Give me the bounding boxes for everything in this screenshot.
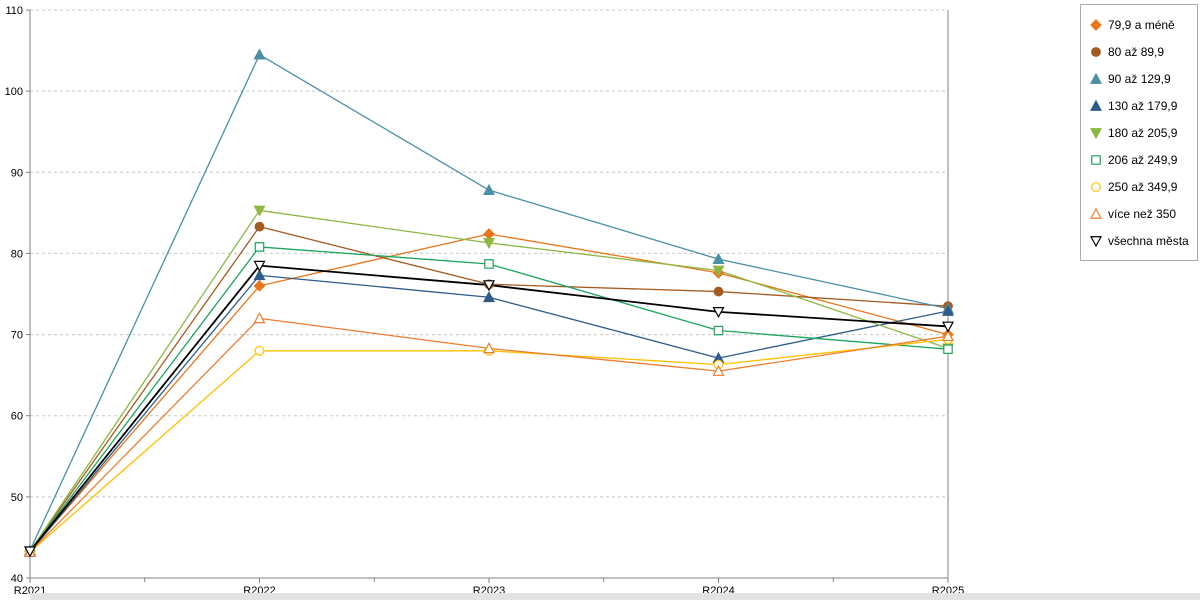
data-point-marker [713, 325, 724, 336]
data-point-marker [482, 238, 496, 250]
triangle-up-legend-icon [1089, 207, 1103, 219]
legend-label: 130 až 179,9 [1108, 98, 1178, 113]
data-point-marker [941, 329, 955, 342]
diamond-legend-icon [1090, 18, 1102, 31]
data-point-marker [1091, 154, 1101, 165]
data-point-marker [1089, 72, 1103, 84]
legend-label: 79,9 a méně [1108, 17, 1175, 32]
data-point-marker [712, 364, 725, 376]
data-point-marker [254, 345, 265, 356]
data-point-marker [1091, 46, 1101, 57]
data-point-marker [253, 205, 266, 217]
square-legend-icon [1091, 154, 1101, 165]
legend-label: všechna města [1108, 233, 1189, 248]
legend-label: 206 až 249,9 [1108, 152, 1178, 167]
data-point-marker [712, 252, 725, 264]
legend-item-5[interactable]: 206 až 249,9 [1089, 146, 1197, 173]
data-point-marker [1089, 207, 1103, 219]
data-point-marker [482, 280, 496, 292]
data-point-marker [253, 312, 266, 324]
data-point-marker [712, 307, 725, 319]
legend-item-8[interactable]: všechna města [1089, 227, 1197, 254]
data-point-marker [254, 242, 265, 252]
triangle-down-legend-icon [1089, 127, 1103, 139]
legend-item-2[interactable]: 90 až 129,9 [1089, 65, 1197, 92]
series-line-2 [29, 53, 949, 551]
legend-label: 250 až 349,9 [1108, 179, 1178, 194]
data-point-marker [253, 280, 266, 292]
data-point-marker [1089, 127, 1103, 139]
data-point-marker [1089, 235, 1103, 247]
y-axis-label: 70 [11, 330, 23, 342]
data-point-marker [253, 269, 266, 281]
series-line-1 [29, 226, 949, 552]
y-axis-label: 100 [5, 86, 23, 98]
legend-item-3[interactable]: 130 až 179,9 [1089, 92, 1197, 119]
series-line-8 [29, 264, 949, 552]
data-point-marker [484, 259, 494, 269]
data-point-marker [482, 290, 496, 303]
legend-item-0[interactable]: 79,9 a méně [1089, 11, 1197, 38]
series-line-6 [29, 338, 949, 553]
data-point-marker [941, 304, 955, 316]
series-markers-0 [24, 228, 954, 558]
series-markers-3 [23, 269, 955, 557]
legend-item-4[interactable]: 180 až 205,9 [1089, 119, 1197, 146]
data-point-marker [1090, 18, 1102, 31]
triangle-down-legend-icon [1089, 235, 1103, 247]
legend-label: 180 až 205,9 [1108, 125, 1178, 140]
data-point-marker [941, 321, 955, 333]
series-markers-8 [23, 260, 955, 558]
y-axis-label: 110 [5, 5, 23, 17]
legend-item-6[interactable]: 250 až 349,9 [1089, 173, 1197, 200]
legend-item-1[interactable]: 80 až 89,9 [1089, 38, 1197, 65]
series-markers-6 [25, 334, 953, 557]
horizontal-scrollbar-track[interactable] [30, 593, 1200, 600]
circle-legend-icon [1091, 181, 1101, 192]
data-point-marker [253, 260, 266, 272]
circle-legend-icon [1091, 46, 1101, 57]
y-axis-label: 80 [11, 248, 23, 260]
data-point-marker [254, 221, 265, 232]
legend-label: 90 až 129,9 [1108, 71, 1171, 86]
chart-legend: 79,9 a méně 80 až 89,9 90 až 129,9 130 až 1… [1080, 4, 1198, 261]
data-point-marker [943, 344, 953, 354]
data-point-marker [483, 228, 495, 240]
data-point-marker [23, 546, 37, 558]
data-point-marker [713, 286, 724, 297]
data-point-marker [1091, 181, 1101, 192]
y-axis-label: 60 [11, 411, 23, 423]
y-axis-label: 90 [11, 167, 23, 179]
legend-item-7[interactable]: více než 350 [1089, 200, 1197, 227]
legend-label: více než 350 [1108, 206, 1177, 221]
y-axis-label: 40 [11, 573, 23, 585]
series-markers-4 [23, 205, 955, 558]
triangle-up-legend-icon [1089, 99, 1103, 111]
data-point-marker [482, 342, 496, 354]
triangle-up-legend-icon [1089, 72, 1103, 84]
data-point-marker [253, 48, 266, 60]
legend-label: 80 až 89,9 [1108, 44, 1165, 59]
data-point-marker [1089, 99, 1103, 111]
data-point-marker [482, 183, 496, 195]
data-point-marker [712, 265, 725, 277]
y-axis-label: 50 [11, 492, 23, 504]
